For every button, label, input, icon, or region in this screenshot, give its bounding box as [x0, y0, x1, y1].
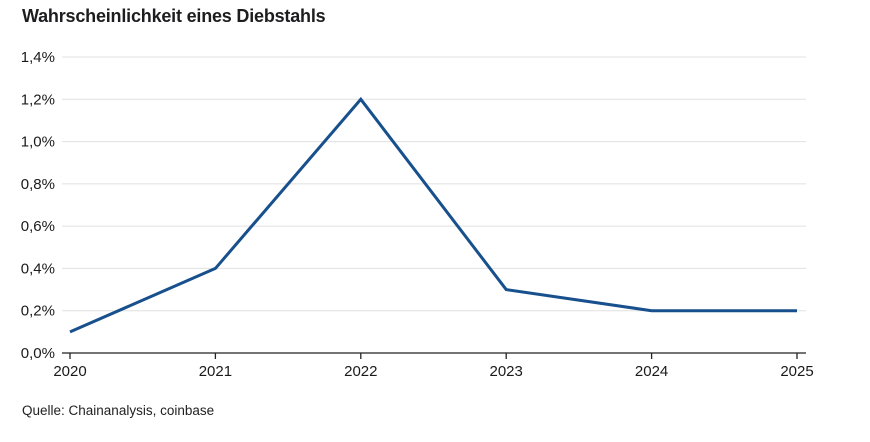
y-axis-tick-label: 1,2%: [21, 91, 55, 108]
y-axis-tick-label: 0,2%: [21, 303, 55, 320]
y-axis-tick-label: 1,0%: [21, 134, 55, 151]
data-line-series: [69, 96, 797, 334]
y-axis-tick-label: 0,0%: [21, 345, 55, 362]
y-axis-tick-label: 0,6%: [21, 218, 55, 235]
chart-title: Wahrscheinlichkeit eines Diebstahls: [22, 6, 326, 26]
y-axis-tick-label: 1,4%: [21, 49, 55, 66]
source-note: Quelle: Chainanalysis, coinbase: [22, 403, 215, 418]
x-axis-tick-label: 2021: [199, 363, 232, 380]
x-axis-tick-label: 2023: [490, 363, 523, 380]
x-axis-tick-label: 2025: [780, 363, 813, 380]
y-axis-tick-label: 0,8%: [21, 176, 55, 193]
x-axis-tick-label: 2024: [635, 363, 668, 380]
x-axis-tick-label: 2020: [53, 363, 86, 380]
x-axis-tick-label: 2022: [344, 363, 377, 380]
y-axis-tick-label: 0,4%: [21, 260, 55, 277]
